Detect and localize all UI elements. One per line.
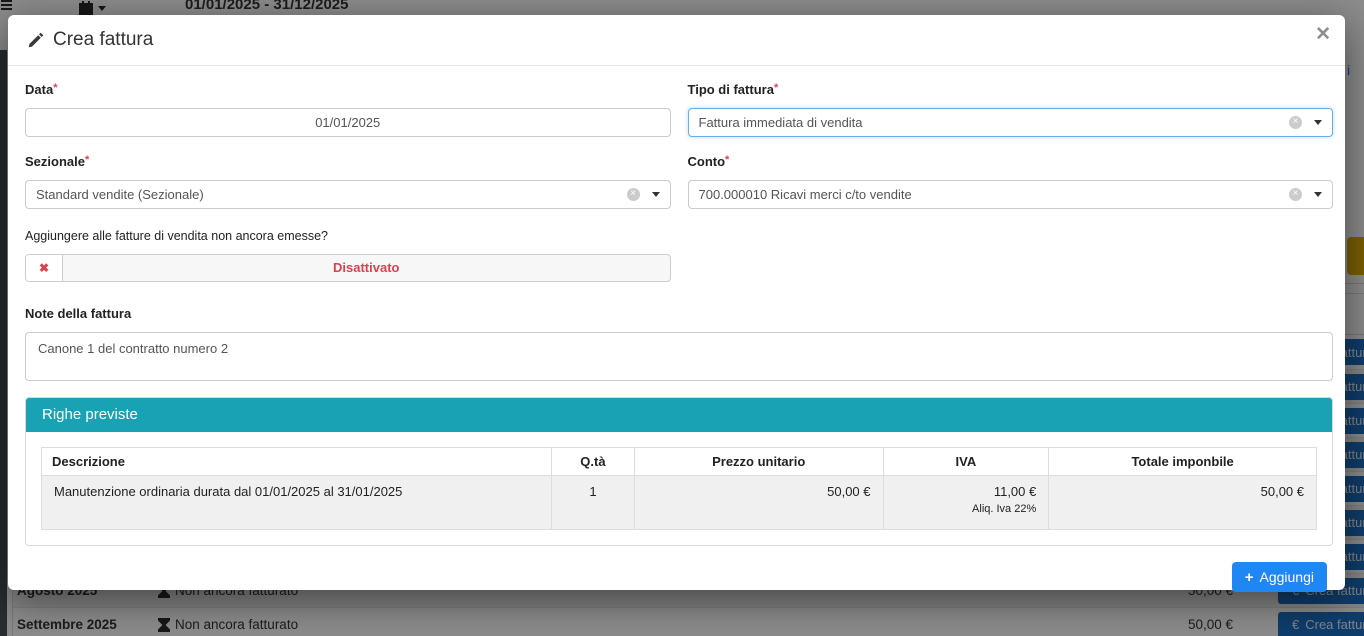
aggiungi-label: Aggiungi: [1259, 569, 1315, 585]
toggle-off-icon: ✖: [26, 255, 63, 281]
cell-descrizione: Manutenzione ordinaria durata dal 01/01/…: [41, 475, 552, 530]
field-conto: Conto* 700.000010 Ricavi merci c/to vend…: [687, 154, 1333, 209]
background-sidebar: [0, 50, 7, 636]
status-text: Non ancora fatturato: [175, 617, 299, 632]
hourglass-icon: [158, 617, 170, 632]
form-left-column: Data* Sezionale* Standard vendite (Sezio…: [25, 82, 671, 282]
amount-cell: 50,00 €: [1187, 617, 1233, 632]
note-label: Note della fattura: [25, 306, 132, 321]
section-body: Descrizione Q.tà Prezzo unitario IVA Tot…: [26, 432, 1332, 545]
iva-aliquota-note: Aliq. Iva 22%: [972, 503, 1037, 515]
invoice-lines-table: Descrizione Q.tà Prezzo unitario IVA Tot…: [41, 447, 1317, 530]
date-range-text[interactable]: 01/01/2025 - 31/12/2025: [185, 0, 349, 13]
conto-label: Conto*: [687, 154, 730, 169]
data-label: Data*: [25, 82, 58, 97]
background-warning-button[interactable]: [1347, 237, 1364, 275]
aggiungi-button[interactable]: + Aggiungi: [1231, 562, 1327, 592]
field-data: Data*: [25, 82, 671, 137]
field-sezionale: Sezionale* Standard vendite (Sezionale) …: [25, 154, 671, 209]
month-cell: Settembre 2025: [17, 617, 117, 632]
sezionale-label: Sezionale*: [25, 154, 90, 169]
conto-selected-value: 700.000010 Ricavi merci c/to vendite: [698, 187, 912, 202]
crea-fattura-button[interactable]: € Crea fattura: [1278, 611, 1364, 636]
tipo-fattura-select[interactable]: Fattura immediata di vendita ×: [687, 108, 1333, 137]
required-asterisk: *: [84, 154, 90, 166]
unissued-question-label: Aggiungere alle fatture di vendita non a…: [25, 229, 328, 243]
field-note: Note della fattura Canone 1 del contratt…: [25, 306, 1333, 381]
required-asterisk: *: [773, 82, 779, 94]
table-row: Manutenzione ordinaria durata dal 01/01/…: [41, 475, 1317, 530]
hamburger-menu-icon[interactable]: [1, 0, 12, 12]
note-textarea[interactable]: Canone 1 del contratto numero 2: [25, 332, 1333, 381]
tipo-label: Tipo di fattura*: [687, 82, 779, 97]
header-qta: Q.tà: [551, 447, 635, 476]
header-totale-imponibile: Totale imponbile: [1048, 447, 1317, 476]
cell-prezzo-unitario: 50,00 €: [633, 475, 884, 530]
modal-header: Crea fattura ✕: [8, 15, 1345, 66]
field-tipo: Tipo di fattura* Fattura immediata di ve…: [687, 82, 1333, 137]
righe-previste-card: Righe previste Descrizione Q.tà Prezzo u…: [25, 397, 1333, 546]
table-header-row: Descrizione Q.tà Prezzo unitario IVA Tot…: [41, 447, 1317, 476]
clear-icon[interactable]: ×: [1289, 116, 1302, 129]
required-asterisk: *: [725, 154, 730, 166]
section-title: Righe previste: [26, 398, 1332, 432]
form-right-column: Tipo di fattura* Fattura immediata di ve…: [687, 82, 1333, 282]
modal-title: Crea fattura: [53, 29, 154, 50]
euro-icon: €: [1292, 617, 1300, 632]
modal-footer: + Aggiungi: [25, 562, 1333, 592]
cell-qta: 1: [551, 475, 635, 530]
caret-down-icon: [651, 192, 660, 197]
modal-body: Data* Sezionale* Standard vendite (Sezio…: [8, 66, 1345, 604]
caret-down-icon: [98, 6, 106, 11]
cell-totale-imponibile: 50,00 €: [1048, 475, 1317, 530]
iva-amount: 11,00 €: [993, 484, 1037, 499]
date-input[interactable]: [25, 108, 671, 137]
close-icon[interactable]: ✕: [1315, 24, 1331, 45]
tipo-selected-value: Fattura immediata di vendita: [698, 115, 863, 130]
background-link-fragment[interactable]: i: [1347, 62, 1351, 78]
background-table-row: Settembre 2025 Non ancora fatturato 50,0…: [13, 607, 1364, 636]
crea-fattura-label: Crea fattura: [1305, 617, 1364, 632]
conto-select[interactable]: 700.000010 Ricavi merci c/to vendite ×: [687, 180, 1333, 209]
header-prezzo-unitario: Prezzo unitario: [633, 447, 884, 476]
unissued-toggle[interactable]: ✖ Disattivato: [25, 254, 671, 282]
caret-down-icon: [1314, 192, 1322, 197]
toggle-state-label: Disattivato: [333, 260, 400, 275]
clear-icon[interactable]: ×: [1289, 188, 1302, 201]
header-iva: IVA: [882, 447, 1050, 476]
required-asterisk: *: [53, 82, 58, 94]
cell-iva: 11,00 € Aliq. Iva 22%: [882, 475, 1050, 530]
caret-down-icon: [1314, 120, 1322, 125]
calendar-filter[interactable]: [79, 1, 106, 16]
calendar-icon: [79, 1, 93, 16]
status-cell: Non ancora fatturato: [158, 617, 933, 632]
plus-icon: +: [1244, 568, 1254, 586]
sezionale-selected-value: Standard vendite (Sezionale): [36, 187, 204, 202]
pencil-icon: [28, 32, 44, 48]
create-invoice-modal: Crea fattura ✕ Data* Sezionale* Standard…: [8, 15, 1345, 592]
sezionale-select[interactable]: Standard vendite (Sezionale) ×: [25, 180, 671, 209]
header-descrizione: Descrizione: [41, 447, 552, 476]
clear-icon[interactable]: ×: [626, 188, 640, 201]
